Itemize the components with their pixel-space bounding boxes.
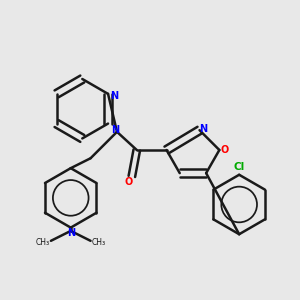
Text: O: O <box>124 177 133 188</box>
Text: O: O <box>220 145 228 155</box>
Text: N: N <box>111 91 119 100</box>
Text: N: N <box>67 228 75 238</box>
Text: CH₃: CH₃ <box>36 238 50 247</box>
Text: CH₃: CH₃ <box>92 238 106 247</box>
Text: N: N <box>111 125 119 135</box>
Text: Cl: Cl <box>233 161 245 172</box>
Text: N: N <box>199 124 207 134</box>
